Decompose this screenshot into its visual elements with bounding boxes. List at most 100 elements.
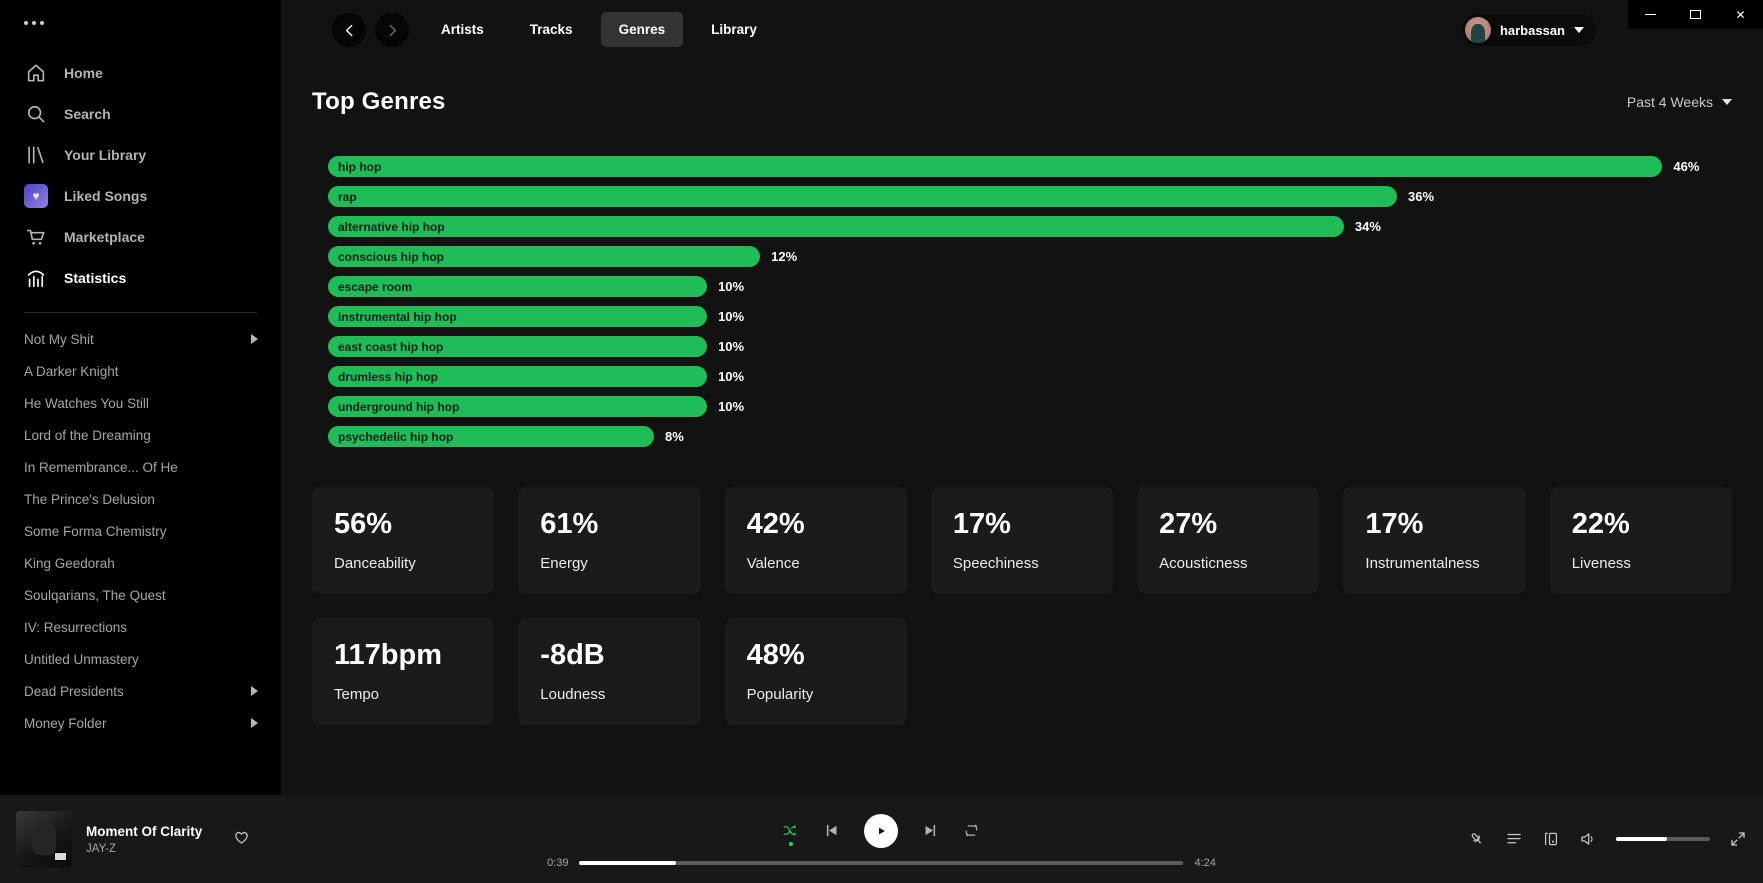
play-icon — [879, 827, 886, 834]
seek-bar[interactable] — [579, 860, 1184, 865]
genre-bar: psychedelic hip hop — [328, 426, 654, 447]
repeat-icon — [966, 824, 978, 837]
player-right — [1228, 830, 1747, 848]
stat-value: -8dB — [540, 639, 605, 671]
tab-tracks[interactable]: Tracks — [529, 22, 573, 37]
playlist-item-dead-presidents[interactable]: Dead Presidents — [0, 675, 281, 707]
genre-bar-value: 12% — [771, 249, 798, 264]
heart-icon — [235, 831, 249, 844]
stat-value: 17% — [952, 508, 1011, 540]
view-tabs: Artists Tracks Genres Library — [423, 12, 775, 47]
playlist-item-he-watches-you-still[interactable]: He Watches You Still — [0, 387, 281, 419]
user-name: harbassan — [1499, 22, 1565, 38]
genre-bar-row: psychedelic hip hop 8% — [328, 426, 1732, 447]
queue-button[interactable] — [1505, 830, 1523, 848]
time-range-dropdown[interactable]: Past 4 Weeks — [1627, 94, 1732, 110]
playlist-item-money-folder[interactable]: Money Folder — [0, 707, 281, 739]
repeat-button[interactable] — [963, 822, 980, 839]
stat-card-speechiness: 17% Speechiness — [930, 487, 1114, 594]
forward-button[interactable] — [375, 13, 409, 47]
playlist-label: Soulqarians, The Quest — [24, 587, 166, 603]
playlist-item-some-forma-chemistry[interactable]: Some Forma Chemistry — [0, 515, 281, 547]
tab-library[interactable]: Library — [711, 22, 757, 37]
sidebar-item-search[interactable]: Search — [0, 93, 281, 134]
connect-device-button[interactable] — [1542, 830, 1560, 848]
page-title: Top Genres — [312, 88, 446, 115]
home-icon — [24, 61, 48, 85]
genre-bar-row: hip hop 46% — [328, 156, 1732, 177]
user-menu[interactable]: harbassan — [1461, 14, 1596, 46]
like-button[interactable] — [232, 827, 251, 851]
shuffle-button[interactable] — [782, 822, 799, 846]
volume-button[interactable] — [1579, 830, 1597, 848]
cart-icon — [24, 225, 48, 249]
window-maximize-button[interactable] — [1673, 0, 1718, 29]
player-bar: Moment Of Clarity JAY-Z — [0, 795, 1763, 883]
playlist-item-the-prince-s-delusion[interactable]: The Prince's Delusion — [0, 483, 281, 515]
stat-card-danceability: 56% Danceability — [312, 487, 495, 594]
playlist-item-in-remembrance-of-he[interactable]: In Remembrance... Of He — [0, 451, 281, 483]
sidebar-item-home[interactable]: Home — [0, 52, 281, 93]
genre-bar-value: 10% — [718, 309, 745, 324]
previous-button[interactable] — [823, 822, 840, 839]
stats-chart-icon — [24, 266, 48, 290]
stat-label: Popularity — [746, 686, 814, 703]
window-close-button[interactable]: ✕ — [1735, 7, 1746, 22]
playlist-label: Lord of the Dreaming — [24, 427, 151, 443]
playlist-item-a-darker-knight[interactable]: A Darker Knight — [0, 355, 281, 387]
device-icon — [1544, 832, 1557, 846]
sidebar-item-your-library[interactable]: Your Library — [0, 134, 281, 175]
volume-slider[interactable] — [1615, 837, 1710, 841]
tab-artists[interactable]: Artists — [441, 22, 484, 37]
sidebar-item-label: Home — [64, 64, 103, 81]
sidebar-item-label: Liked Songs — [64, 187, 148, 204]
sidebar-item-statistics[interactable]: Statistics — [0, 257, 281, 298]
shuffle-icon — [784, 825, 797, 836]
chevron-right-icon — [389, 24, 396, 36]
genre-bar-label: conscious hip hop — [338, 249, 445, 264]
search-icon — [24, 102, 48, 126]
genre-bar: alternative hip hop — [328, 216, 1344, 237]
genre-bar-row: alternative hip hop 34% — [328, 216, 1732, 237]
sidebar-item-liked-songs[interactable]: ♥ Liked Songs — [0, 175, 281, 216]
main-content: Artists Tracks Genres Library harbassan Top… — [281, 0, 1763, 795]
sidebar-item-marketplace[interactable]: Marketplace — [0, 216, 281, 257]
microphone-icon — [1471, 833, 1481, 844]
back-button[interactable] — [332, 13, 366, 47]
playlist-item-iv-resurrections[interactable]: IV: Resurrections — [0, 611, 281, 643]
genre-bar-row: east coast hip hop 10% — [328, 336, 1732, 357]
stat-card-valence: 42% Valence — [724, 487, 907, 594]
lyrics-button[interactable] — [1468, 830, 1486, 848]
genre-bar-value: 46% — [1673, 159, 1700, 174]
genre-bar-value: 10% — [718, 369, 745, 384]
play-button[interactable] — [864, 813, 899, 848]
tab-genres[interactable]: Genres — [600, 12, 684, 47]
genre-bar: conscious hip hop — [328, 246, 761, 267]
playlist-item-lord-of-the-dreaming[interactable]: Lord of the Dreaming — [0, 419, 281, 451]
genre-bar-label: psychedelic hip hop — [338, 429, 454, 444]
playlist-item-king-geedorah[interactable]: King Geedorah — [0, 547, 281, 579]
playlist-item-untitled-unmastery[interactable]: Untitled Unmastery — [0, 643, 281, 675]
genre-bar-row: conscious hip hop 12% — [328, 246, 1732, 267]
app-menu-icon[interactable] — [24, 14, 64, 28]
genre-bar-row: underground hip hop 10% — [328, 396, 1732, 417]
playlist-item-soulqarians-the-quest[interactable]: Soulqarians, The Quest — [0, 579, 281, 611]
album-art[interactable] — [16, 811, 72, 867]
topbar: Artists Tracks Genres Library harbassan — [281, 0, 1763, 64]
playlist-item-not-my-shit[interactable]: Not My Shit — [0, 323, 281, 355]
fullscreen-button[interactable] — [1729, 830, 1747, 848]
stat-value: 22% — [1571, 508, 1630, 540]
stat-label: Loudness — [540, 686, 606, 703]
genre-bar: hip hop — [328, 156, 1663, 177]
genre-bar-value: 36% — [1408, 189, 1435, 204]
window-minimize-button[interactable] — [1628, 0, 1673, 29]
volume-icon — [1581, 833, 1593, 845]
next-button[interactable] — [922, 822, 939, 839]
playlist-list: Not My Shit A Darker Knight He Watches You… — [0, 323, 281, 739]
track-title[interactable]: Moment Of Clarity — [86, 823, 203, 839]
track-artist[interactable]: JAY-Z — [86, 842, 117, 855]
playlist-label: In Remembrance... Of He — [24, 459, 178, 475]
stat-label: Instrumentalness — [1365, 555, 1480, 572]
sidebar-divider — [24, 312, 257, 313]
genre-bar-row: instrumental hip hop 10% — [328, 306, 1732, 327]
